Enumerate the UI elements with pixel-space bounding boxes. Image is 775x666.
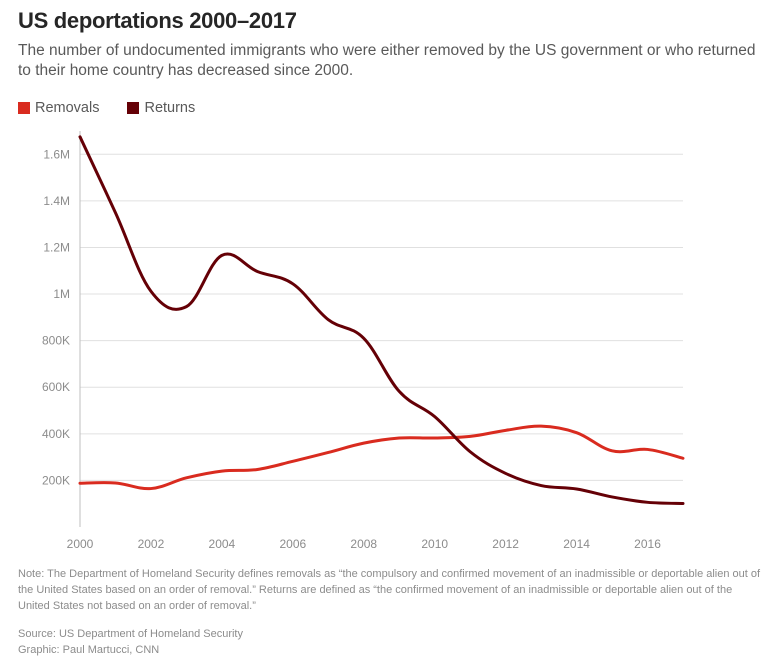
y-tick-label: 800K [42,334,70,348]
x-tick-label: 2014 [563,537,590,551]
x-tick-label: 2006 [279,537,306,551]
y-tick-label: 1.6M [43,147,70,161]
y-tick-label: 1M [53,287,70,301]
legend-swatch-returns [127,102,140,114]
y-tick-label: 1.4M [43,194,70,208]
legend-item-removals: Removals [18,100,99,116]
x-tick-label: 2016 [634,537,661,551]
chart-subtitle: The number of undocumented immigrants wh… [18,42,756,79]
chart-note: Note: The Department of Homeland Securit… [18,568,761,612]
source-line: Source: US Department of Homeland Securi… [18,628,243,640]
x-tick-label: 2004 [209,537,236,551]
legend: Removals Returns [18,100,223,116]
legend-item-returns: Returns [127,100,195,116]
x-tick-label: 2002 [138,537,165,551]
series-line-removals [78,424,685,491]
x-tick-label: 2000 [67,537,94,551]
legend-label-removals: Removals [35,100,100,116]
y-tick-label: 200K [42,473,70,487]
y-tick-label: 400K [42,427,70,441]
chart-title: US deportations 2000–2017 [18,8,297,33]
credits: Source: US Department of Homeland Securi… [18,626,243,658]
line-chart: 200K 400K 600K 800K 1M 1.2M 1.4M 1.6M 2000 2002 20… [42,131,685,551]
x-tick-label: 2010 [421,537,448,551]
y-tick-label: 1.2M [43,240,70,254]
legend-label-returns: Returns [144,100,196,116]
graphic-credit: Graphic: Paul Martucci, CNN [18,644,160,656]
series-line-returns [78,135,685,505]
x-tick-label: 2008 [350,537,377,551]
legend-swatch-removals [18,102,30,114]
y-tick-label: 600K [42,380,70,394]
x-tick-label: 2012 [492,537,519,551]
